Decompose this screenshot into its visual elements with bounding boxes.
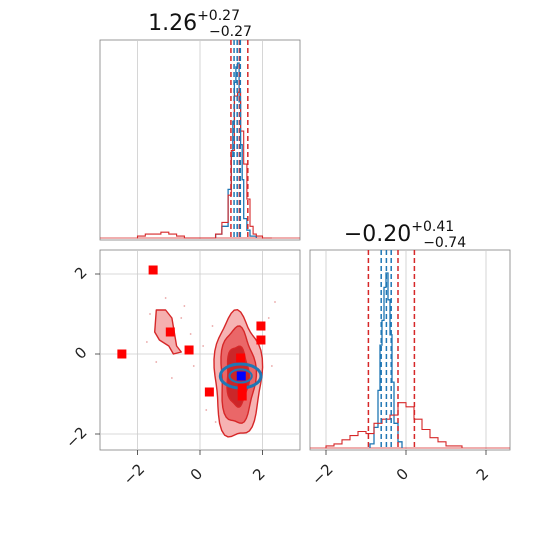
blue-contour-inner [228,368,253,384]
param2-xtick-label-2: 2 [473,465,492,484]
param2-title-lower: −0.74 [423,235,466,251]
scatter-point-6 [205,409,208,411]
joint-ytick-label-0: −2 [62,423,90,451]
scatter-point-1 [164,297,167,299]
hist-panel-param2: −2 0 2 [308,249,511,489]
param1-hist-red [136,91,272,239]
joint-xtick-label-2: 2 [249,465,268,484]
param1-title-value: 1.26 [148,11,197,36]
scatter-point-5 [211,325,214,327]
red-marker-4 [204,387,214,397]
scatter-point-10 [180,317,183,319]
param2-hist-red [325,402,463,448]
param2-xtick-label-0: −2 [308,460,336,488]
blue-marker [236,371,246,381]
scatter-point-2 [183,305,186,307]
scatter-point-13 [274,301,276,303]
red-marker-6 [237,383,247,393]
param2-title-value: −0.20 [344,222,411,247]
param2-title-upper: +0.41 [411,219,454,235]
joint-ytick-label-2: 2 [71,263,90,282]
param1-title: 1.26+0.27 −0.27 [148,8,252,40]
param2-xtick-label-1: 0 [393,465,412,484]
red-marker-8 [256,321,266,331]
joint-xtick-label-1: 0 [187,465,206,484]
scatter-point-3 [155,361,158,363]
scatter-point-8 [267,317,270,319]
hist-panel-param2-frame [309,249,511,451]
red-marker-1 [148,265,158,275]
param2-title: −0.20+0.41 −0.74 [344,219,466,251]
scatter-point-14 [214,421,217,423]
scatter-point-9 [270,365,273,367]
scatter-point-7 [170,377,173,379]
red-marker-7 [237,391,247,401]
joint-ytick-label-1: 0 [71,343,90,362]
red-marker-3 [184,345,194,355]
param1-title-upper: +0.27 [197,8,240,24]
scatter-point-15 [189,333,192,335]
hist-panel-param1 [99,39,301,241]
scatter-point-12 [149,313,151,315]
joint-panel: −2 0 2 −2 0 2 [62,249,301,489]
scatter-point-11 [202,345,205,347]
red-marker-5 [236,353,246,363]
param2-hist-blue [369,272,403,448]
joint-xtick-label-0: −2 [120,460,148,488]
red-marker-0 [117,349,127,359]
red-marker-9 [256,335,266,345]
scatter-point-0 [145,341,148,343]
param1-title-lower: −0.27 [209,24,252,40]
scatter-point-4 [192,365,195,367]
red-marker-2 [165,327,175,337]
